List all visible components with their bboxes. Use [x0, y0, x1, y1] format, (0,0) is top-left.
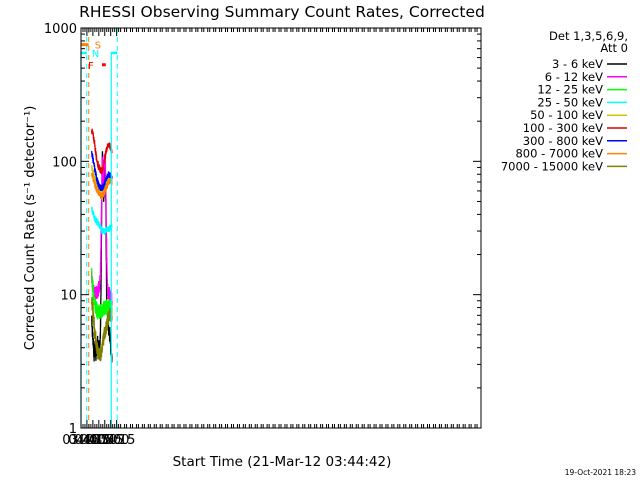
- x-tick-label: 04:00: [68, 433, 105, 448]
- legend-label: 50 - 100 keV: [530, 108, 603, 122]
- x-tick-label: 05:15: [98, 433, 135, 448]
- legend-label: 25 - 50 keV: [537, 95, 603, 109]
- x-tick-label: 05:00: [92, 433, 129, 448]
- series-line-8: [91, 172, 113, 200]
- annotation-front-layer: NSF: [80, 41, 118, 428]
- legend-label: 7000 - 15000 keV: [501, 159, 603, 173]
- legend-subtitle: Att 0: [600, 41, 628, 55]
- f-flag-label: F: [88, 61, 94, 72]
- chart-title: RHESSI Observing Summary Count Rates, Co…: [79, 3, 485, 21]
- series-layer: [91, 128, 113, 363]
- x-tick-label: 04:30: [80, 433, 117, 448]
- x-tick-label: 04:45: [86, 433, 123, 448]
- s-flag-label: S: [95, 41, 101, 52]
- n-flag-label: N: [92, 49, 99, 60]
- series-line-9: [91, 297, 113, 362]
- plot-frame: [80, 27, 482, 429]
- annotation-back-layer: [86, 28, 118, 428]
- series-line-3: [91, 268, 113, 321]
- x-axis-label: Start Time (21-Mar-12 03:44:42): [173, 454, 392, 470]
- y-tick-label: 10: [60, 289, 77, 304]
- footer-date: 19-Oct-2021 18:23: [565, 468, 636, 477]
- y-axis-label: Corrected Count Rate (s⁻¹ detector⁻¹): [23, 106, 38, 351]
- legend-label: 800 - 7000 keV: [515, 147, 603, 161]
- legend-label: 300 - 800 keV: [523, 134, 603, 148]
- y-tick-label: 100: [52, 155, 77, 170]
- series-line-4: [91, 206, 113, 236]
- series-line-7: [91, 150, 113, 191]
- legend-label: 100 - 300 keV: [523, 121, 603, 135]
- legend-title: Det 1,3,5,6,9,: [549, 29, 628, 43]
- legend-label: 6 - 12 keV: [545, 70, 603, 84]
- legend-label: 3 - 6 keV: [552, 57, 603, 71]
- x-tick-label: 03:45: [62, 433, 99, 448]
- legend-label: 12 - 25 keV: [537, 83, 603, 97]
- x-tick-label: 04:15: [74, 433, 111, 448]
- series-line-6: [91, 128, 113, 175]
- y-tick-label: 1: [69, 422, 77, 437]
- y-tick-label: 1000: [44, 22, 77, 37]
